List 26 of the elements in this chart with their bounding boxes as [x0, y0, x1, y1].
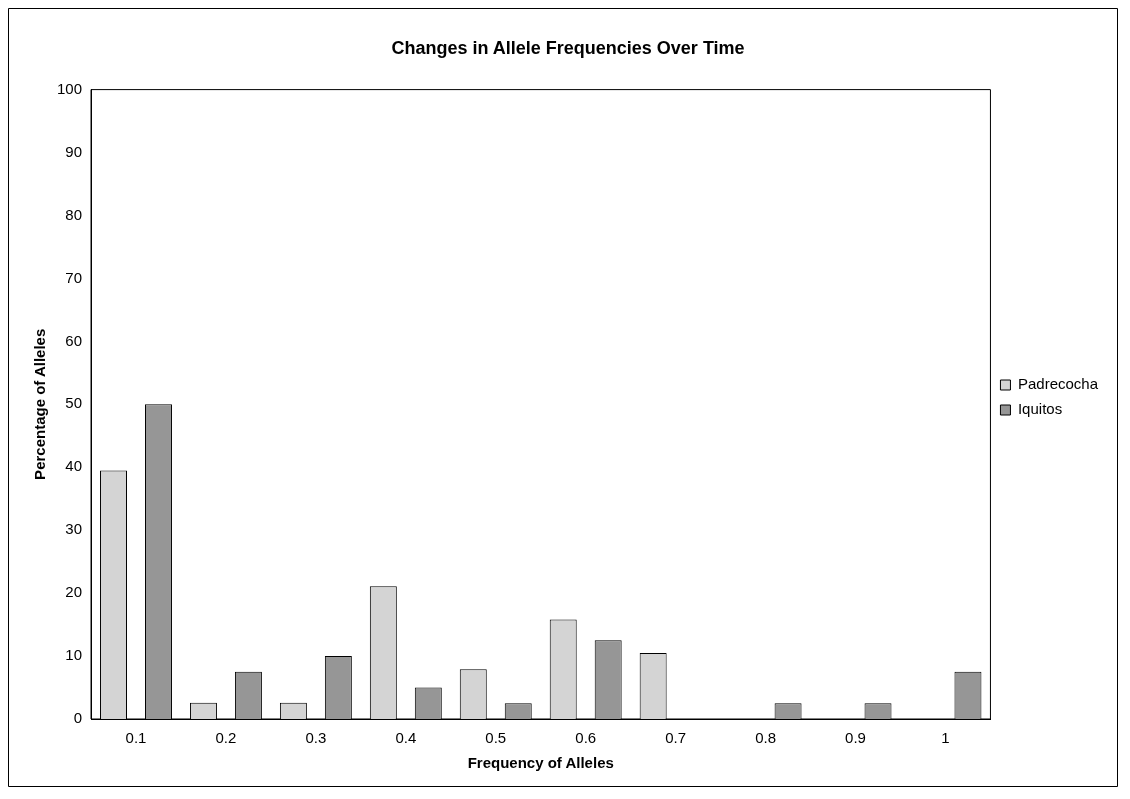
y-tick-label: 70	[65, 268, 83, 286]
x-tick-label: 0.1	[125, 729, 147, 747]
x-tick-label: 0.3	[305, 729, 327, 747]
y-tick-label: 100	[57, 79, 83, 97]
y-tick-label: 40	[65, 457, 83, 475]
x-tick-label: 0.5	[485, 729, 507, 747]
y-axis-title: Percentage of Alleles	[31, 328, 49, 480]
x-tick-label: 0.7	[665, 729, 687, 747]
y-tick-label: 20	[65, 583, 83, 601]
y-tick-label: 0	[73, 709, 83, 727]
legend-label: Iquitos	[1017, 400, 1063, 418]
y-tick-label: 90	[65, 142, 83, 160]
x-tick-label: 0.4	[395, 729, 417, 747]
x-tick-label: 0.6	[575, 729, 597, 747]
x-tick-label: 0.8	[755, 729, 777, 747]
chart-title: Changes in Allele Frequencies Over Time	[391, 37, 745, 58]
y-tick-label: 30	[65, 520, 83, 538]
x-tick-label: 1	[941, 729, 950, 747]
x-tick-label: 0.9	[845, 729, 866, 747]
y-tick-label: 60	[65, 331, 83, 349]
y-tick-label: 50	[65, 394, 83, 412]
y-tick-label: 80	[65, 205, 83, 223]
x-axis-title: Frequency of Alleles	[467, 754, 614, 772]
x-tick-label: 0.2	[215, 729, 237, 747]
legend-label: Padrecocha	[1017, 375, 1099, 393]
y-tick-label: 10	[65, 646, 83, 664]
